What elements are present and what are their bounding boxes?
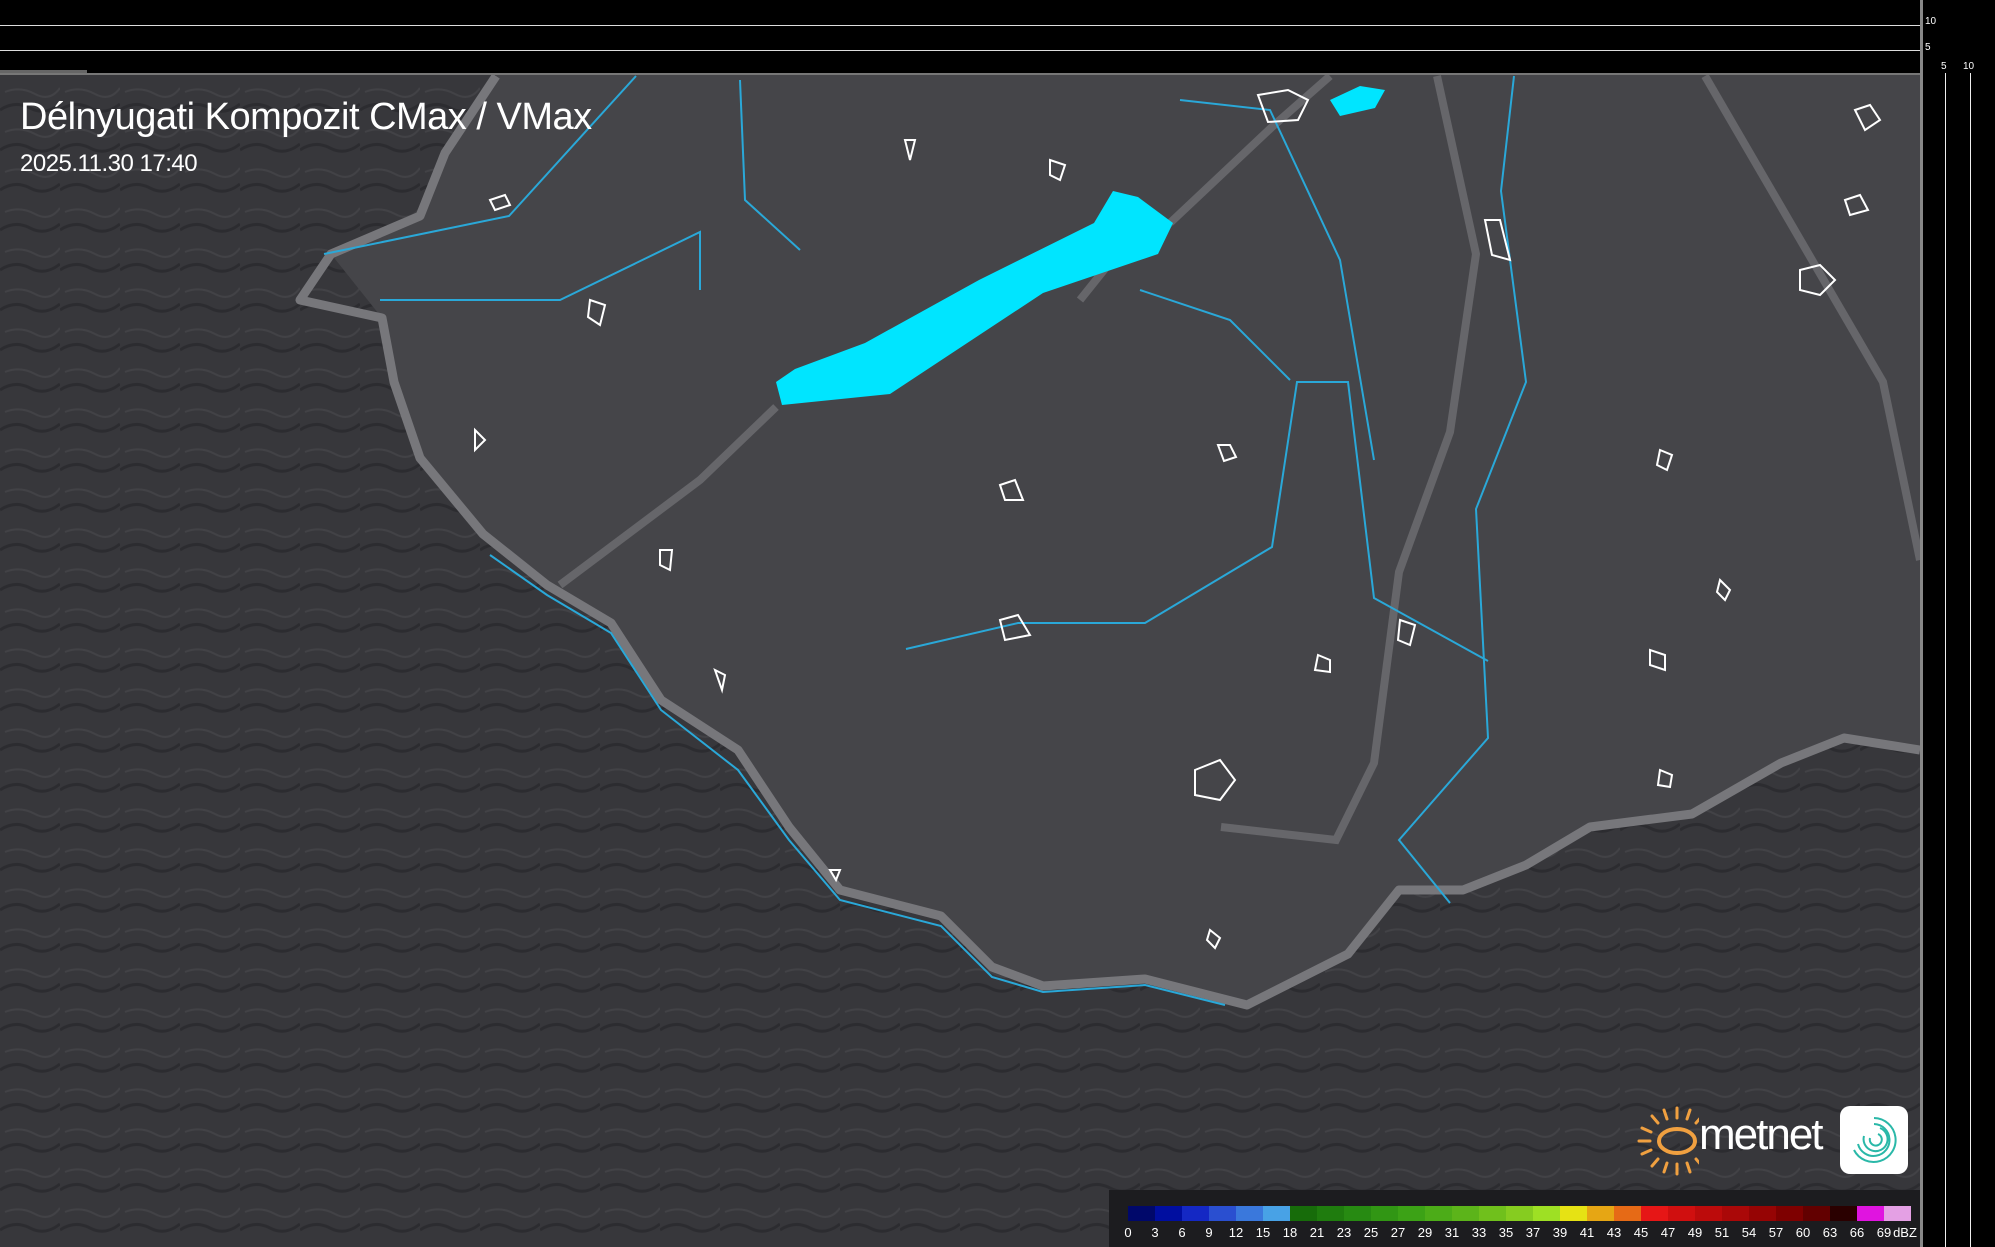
legend-swatch [1560,1206,1587,1221]
legend-swatch [1884,1206,1911,1221]
river-lines [323,75,1528,1006]
legend-label: 39 [1552,1225,1568,1240]
legend-label: 69 [1876,1225,1892,1240]
legend-label: 6 [1178,1225,1186,1240]
legend-swatch [1344,1206,1371,1221]
scale-line-5-vertical [1945,73,1946,1247]
legend-swatch [1749,1206,1776,1221]
spiral-icon [1853,1117,1897,1163]
legend-label: 23 [1336,1225,1352,1240]
top-scale-bar [0,0,1920,75]
legend-swatch [1317,1206,1344,1221]
lake-velence [1330,86,1385,116]
legend-label: 57 [1768,1225,1784,1240]
legend-swatch [1236,1206,1263,1221]
scale-line-10 [0,25,1920,26]
scale-line-5 [0,50,1920,51]
legend-swatch [1371,1206,1398,1221]
reflectivity-legend: 0 3 6 9 12 15 18 21 23 25 27 29 31 33 35 37 39 41 43 45 47 49… [1109,1190,1920,1247]
legend-swatch [1803,1206,1830,1221]
legend-swatch [1506,1206,1533,1221]
legend-swatch [1263,1206,1290,1221]
scale-label-5: 5 [1925,42,1931,53]
legend-swatch [1425,1206,1452,1221]
legend-swatch [1452,1206,1479,1221]
legend-label: 27 [1390,1225,1406,1240]
legend-label: 12 [1228,1225,1244,1240]
legend-unit: dBZ [1893,1225,1917,1240]
legend-label: 9 [1205,1225,1213,1240]
legend-swatch [1209,1206,1236,1221]
sun-icon [1637,1106,1699,1176]
legend-label: 21 [1309,1225,1325,1240]
legend-label: 54 [1741,1225,1757,1240]
legend-swatch [1722,1206,1749,1221]
legend-label: 0 [1124,1225,1132,1240]
country-border [295,75,1920,1010]
legend-label: 31 [1444,1225,1460,1240]
legend-label: 41 [1579,1225,1595,1240]
legend-swatch [1776,1206,1803,1221]
legend-swatch [1290,1206,1317,1221]
map-title: Délnyugati Kompozit CMax / VMax [20,96,592,138]
scale-label-h10: 10 [1963,61,1975,72]
legend-label: 47 [1660,1225,1676,1240]
legend-swatch [1830,1206,1857,1221]
scale-label-h5: 5 [1941,61,1947,72]
legend-label: 37 [1525,1225,1541,1240]
legend-swatches [1128,1206,1911,1221]
legend-label: 63 [1822,1225,1838,1240]
legend-swatch [1668,1206,1695,1221]
legend-label: 66 [1849,1225,1865,1240]
legend-swatch [1587,1206,1614,1221]
legend-swatch [1182,1206,1209,1221]
legend-label: 51 [1714,1225,1730,1240]
scale-line-10-vertical [1970,73,1971,1247]
legend-label: 25 [1363,1225,1379,1240]
scale-marker [0,70,87,73]
legend-label: 33 [1471,1225,1487,1240]
legend-swatch [1614,1206,1641,1221]
map-timestamp: 2025.11.30 17:40 [20,150,198,177]
legend-label: 49 [1687,1225,1703,1240]
legend-label: 15 [1255,1225,1271,1240]
logo-text: metnet [1699,1110,1824,1159]
radar-map[interactable] [0,75,1920,1247]
metnet-logo: metnet [1637,1104,1912,1178]
legend-swatch [1641,1206,1668,1221]
settlement-outlines [474,88,1882,950]
legend-swatch [1155,1206,1182,1221]
scale-label-10: 10 [1925,16,1937,27]
legend-swatch [1857,1206,1884,1221]
lake-balaton [776,191,1173,405]
legend-swatch [1695,1206,1722,1221]
legend-label: 29 [1417,1225,1433,1240]
legend-label: 3 [1151,1225,1159,1240]
legend-swatch [1128,1206,1155,1221]
legend-swatch [1533,1206,1560,1221]
legend-label: 60 [1795,1225,1811,1240]
legend-label: 35 [1498,1225,1514,1240]
app-icon [1840,1106,1908,1174]
legend-label: 18 [1282,1225,1298,1240]
legend-swatch [1479,1206,1506,1221]
legend-label: 43 [1606,1225,1622,1240]
region-area [331,75,1920,1005]
right-scale-bar: 10 5 5 10 [1920,0,1995,1247]
legend-swatch [1398,1206,1425,1221]
legend-label: 45 [1633,1225,1649,1240]
